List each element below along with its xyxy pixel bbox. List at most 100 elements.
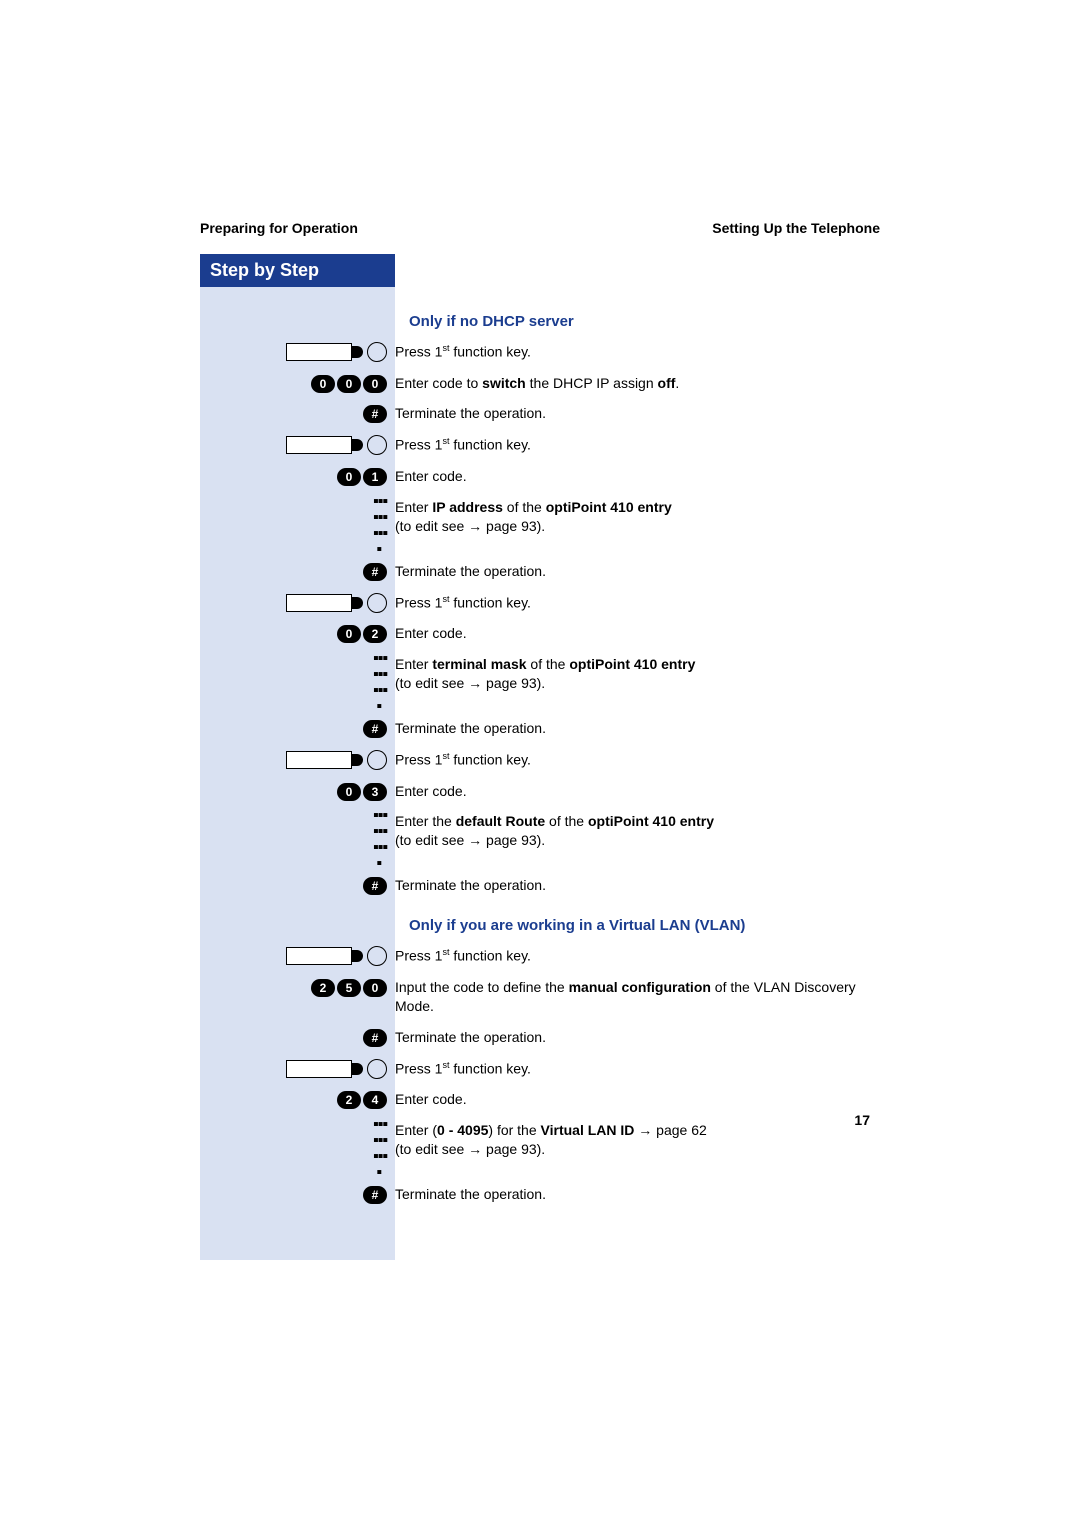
step-text: Terminate the operation. bbox=[395, 1024, 546, 1055]
hash-key-icon: # bbox=[363, 1186, 387, 1204]
digit-2-icon: 2 bbox=[363, 625, 387, 643]
function-key-icon bbox=[286, 435, 387, 455]
step-row: #Terminate the operation. bbox=[409, 872, 880, 903]
step-banner: Step by Step bbox=[200, 254, 395, 287]
digit-1-icon: 1 bbox=[363, 468, 387, 486]
step-row: Press 1st function key. bbox=[409, 942, 880, 974]
digit-0-icon: 0 bbox=[337, 783, 361, 801]
function-key-icon bbox=[286, 946, 387, 966]
page: Preparing for Operation Setting Up the T… bbox=[0, 0, 1080, 1528]
step-text: Terminate the operation. bbox=[395, 558, 546, 589]
step-text: Press 1st function key. bbox=[395, 1055, 531, 1087]
step-row: 02Enter code. bbox=[409, 620, 880, 651]
digit-2-icon: 2 bbox=[337, 1091, 361, 1109]
digit-5-icon: 5 bbox=[337, 979, 361, 997]
step-row: ▪▪▪▪▪▪▪▪▪ ▪ Enter terminal mask of the o… bbox=[409, 651, 880, 715]
step-text: Enter code to switch the DHCP IP assign … bbox=[395, 370, 679, 401]
function-key-icon bbox=[286, 750, 387, 770]
step-text: Enter code. bbox=[395, 463, 467, 494]
step-text: Terminate the operation. bbox=[395, 1181, 546, 1212]
hash-key-icon: # bbox=[363, 877, 387, 895]
step-icon-cell bbox=[200, 338, 395, 366]
step-row: ▪▪▪▪▪▪▪▪▪ ▪ Enter the default Route of t… bbox=[409, 808, 880, 872]
step-icon-cell: # bbox=[200, 558, 395, 586]
step-text: Enter code. bbox=[395, 778, 467, 809]
step-row: Press 1st function key. bbox=[409, 746, 880, 778]
step-icon-cell: # bbox=[200, 1181, 395, 1209]
step-icon-cell: ▪▪▪▪▪▪▪▪▪ ▪ bbox=[200, 1117, 395, 1181]
digit-0-icon: 0 bbox=[363, 375, 387, 393]
step-row: Press 1st function key. bbox=[409, 338, 880, 370]
step-text: Enter the default Route of the optiPoint… bbox=[395, 808, 714, 858]
step-row: 250Input the code to define the manual c… bbox=[409, 974, 880, 1024]
digit-0-icon: 0 bbox=[337, 468, 361, 486]
step-row: Press 1st function key. bbox=[409, 589, 880, 621]
digit-0-icon: 0 bbox=[363, 979, 387, 997]
header-right: Setting Up the Telephone bbox=[712, 220, 880, 236]
step-icon-cell: # bbox=[200, 1024, 395, 1052]
step-text: Enter IP address of the optiPoint 410 en… bbox=[395, 494, 672, 544]
step-icon-cell: # bbox=[200, 715, 395, 743]
step-text: Enter code. bbox=[395, 1086, 467, 1117]
step-text: Terminate the operation. bbox=[395, 400, 546, 431]
step-icon-cell: ▪▪▪▪▪▪▪▪▪ ▪ bbox=[200, 651, 395, 715]
step-icon-cell: # bbox=[200, 400, 395, 428]
step-icon-cell bbox=[200, 1055, 395, 1083]
step-text: Terminate the operation. bbox=[395, 715, 546, 746]
hash-key-icon: # bbox=[363, 563, 387, 581]
step-row: ▪▪▪▪▪▪▪▪▪ ▪ Enter (0 - 4095) for the Vir… bbox=[409, 1117, 880, 1181]
page-number: 17 bbox=[854, 1112, 870, 1128]
hash-key-icon: # bbox=[363, 720, 387, 738]
digit-0-icon: 0 bbox=[337, 375, 361, 393]
step-row: #Terminate the operation. bbox=[409, 558, 880, 589]
content: Only if no DHCP server Press 1st function… bbox=[200, 287, 880, 1260]
main-column: Only if no DHCP server Press 1st function… bbox=[395, 287, 880, 1260]
step-icon-cell: 02 bbox=[200, 620, 395, 648]
digit-3-icon: 3 bbox=[363, 783, 387, 801]
digit-0-icon: 0 bbox=[311, 375, 335, 393]
step-row: 24Enter code. bbox=[409, 1086, 880, 1117]
keypad-icon: ▪▪▪▪▪▪▪▪▪ ▪ bbox=[373, 1117, 387, 1181]
step-text: Input the code to define the manual conf… bbox=[395, 974, 880, 1024]
digit-4-icon: 4 bbox=[363, 1091, 387, 1109]
digit-2-icon: 2 bbox=[311, 979, 335, 997]
step-row: #Terminate the operation. bbox=[409, 1024, 880, 1055]
step-row: 01Enter code. bbox=[409, 463, 880, 494]
step-row: 000Enter code to switch the DHCP IP assi… bbox=[409, 370, 880, 401]
step-row: #Terminate the operation. bbox=[409, 715, 880, 746]
step-row: ▪▪▪▪▪▪▪▪▪ ▪ Enter IP address of the opti… bbox=[409, 494, 880, 558]
digit-0-icon: 0 bbox=[337, 625, 361, 643]
step-icon-cell bbox=[200, 589, 395, 617]
section-heading: Only if no DHCP server bbox=[409, 313, 880, 330]
step-row: 03Enter code. bbox=[409, 778, 880, 809]
step-icon-cell bbox=[200, 942, 395, 970]
step-icon-cell: ▪▪▪▪▪▪▪▪▪ ▪ bbox=[200, 808, 395, 872]
step-icon-cell bbox=[200, 431, 395, 459]
step-text: Enter code. bbox=[395, 620, 467, 651]
section-heading: Only if you are working in a Virtual LAN… bbox=[409, 917, 880, 934]
step-text: Press 1st function key. bbox=[395, 942, 531, 974]
step-text: Press 1st function key. bbox=[395, 431, 531, 463]
step-icon-cell: 03 bbox=[200, 778, 395, 806]
step-text: Press 1st function key. bbox=[395, 746, 531, 778]
step-icon-cell: ▪▪▪▪▪▪▪▪▪ ▪ bbox=[200, 494, 395, 558]
step-icon-cell: # bbox=[200, 872, 395, 900]
function-key-icon bbox=[286, 342, 387, 362]
step-row: #Terminate the operation. bbox=[409, 400, 880, 431]
step-text: Press 1st function key. bbox=[395, 589, 531, 621]
hash-key-icon: # bbox=[363, 405, 387, 423]
keypad-icon: ▪▪▪▪▪▪▪▪▪ ▪ bbox=[373, 494, 387, 558]
function-key-icon bbox=[286, 593, 387, 613]
running-header: Preparing for Operation Setting Up the T… bbox=[200, 220, 880, 236]
step-icon-cell: 250 bbox=[200, 974, 395, 1002]
step-row: Press 1st function key. bbox=[409, 1055, 880, 1087]
hash-key-icon: # bbox=[363, 1029, 387, 1047]
step-text: Terminate the operation. bbox=[395, 872, 546, 903]
keypad-icon: ▪▪▪▪▪▪▪▪▪ ▪ bbox=[373, 651, 387, 715]
function-key-icon bbox=[286, 1059, 387, 1079]
step-text: Enter (0 - 4095) for the Virtual LAN ID … bbox=[395, 1117, 707, 1167]
keypad-icon: ▪▪▪▪▪▪▪▪▪ ▪ bbox=[373, 808, 387, 872]
step-text: Enter terminal mask of the optiPoint 410… bbox=[395, 651, 695, 701]
step-icon-cell: 24 bbox=[200, 1086, 395, 1114]
step-row: Press 1st function key. bbox=[409, 431, 880, 463]
